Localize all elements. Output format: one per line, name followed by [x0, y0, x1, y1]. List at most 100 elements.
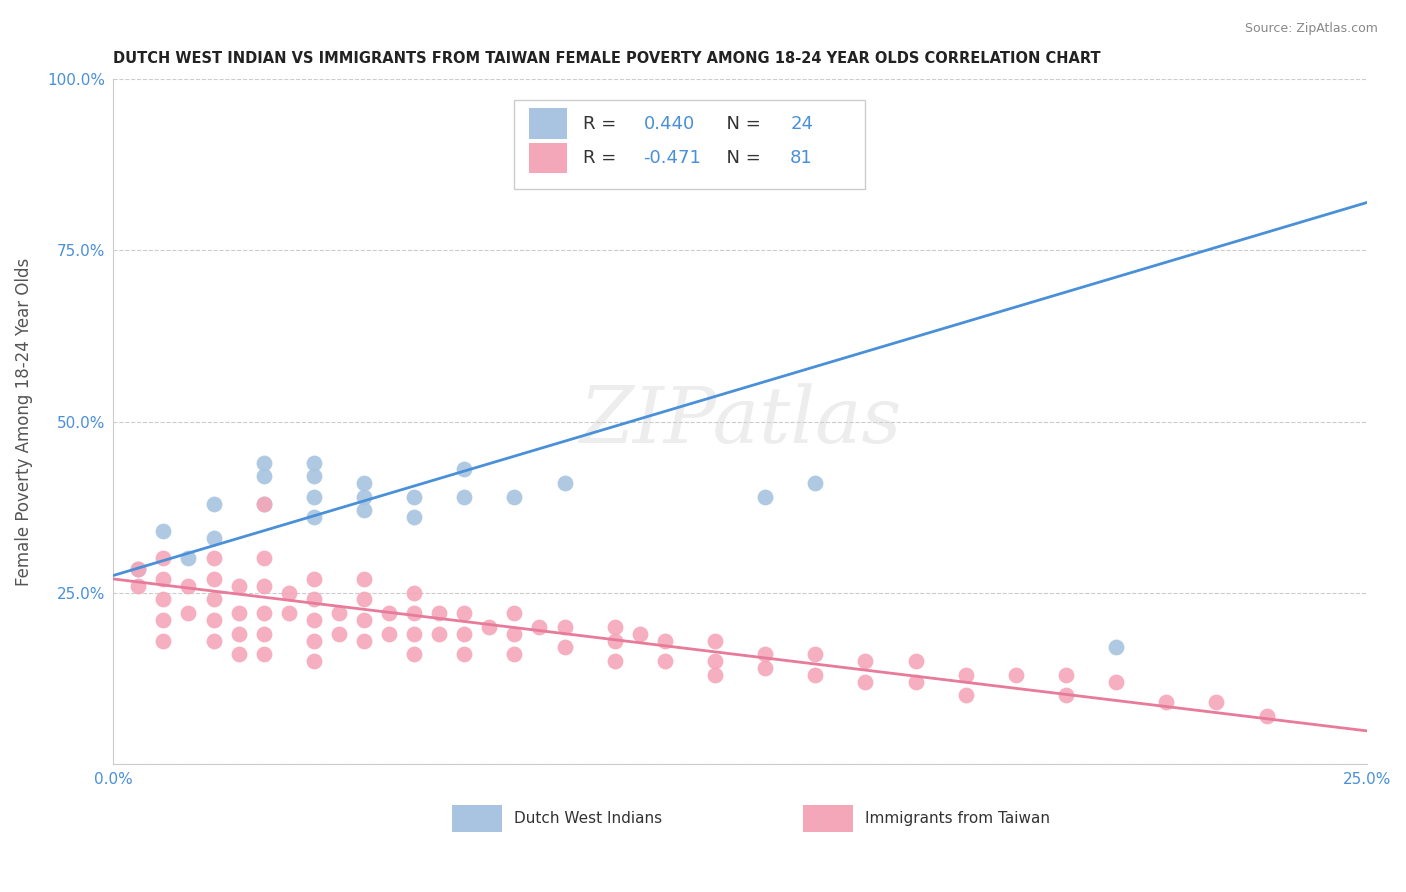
- Point: [554, 476, 576, 491]
- Point: [253, 626, 276, 640]
- Point: [1154, 695, 1177, 709]
- Point: [1105, 640, 1128, 655]
- Point: [202, 613, 225, 627]
- Point: [603, 654, 626, 668]
- Point: [503, 490, 526, 504]
- Text: 0.440: 0.440: [644, 115, 695, 133]
- Point: [127, 562, 149, 576]
- Point: [253, 579, 276, 593]
- Point: [353, 633, 375, 648]
- Text: R =: R =: [583, 115, 623, 133]
- Point: [453, 626, 475, 640]
- Point: [1256, 708, 1278, 723]
- Point: [253, 469, 276, 483]
- Text: -0.471: -0.471: [644, 149, 702, 167]
- Point: [529, 620, 551, 634]
- Point: [228, 579, 250, 593]
- Point: [754, 490, 776, 504]
- Bar: [803, 805, 853, 832]
- Point: [353, 490, 375, 504]
- Point: [277, 606, 299, 620]
- Point: [228, 626, 250, 640]
- Point: [904, 674, 927, 689]
- Point: [503, 606, 526, 620]
- Point: [253, 456, 276, 470]
- Point: [202, 572, 225, 586]
- Point: [754, 661, 776, 675]
- Point: [328, 626, 350, 640]
- Point: [302, 456, 325, 470]
- Point: [853, 674, 876, 689]
- Point: [1205, 695, 1227, 709]
- Point: [353, 476, 375, 491]
- Point: [302, 490, 325, 504]
- Point: [703, 633, 725, 648]
- Text: DUTCH WEST INDIAN VS IMMIGRANTS FROM TAIWAN FEMALE POVERTY AMONG 18-24 YEAR OLDS: DUTCH WEST INDIAN VS IMMIGRANTS FROM TAI…: [114, 51, 1101, 66]
- Point: [202, 633, 225, 648]
- Point: [427, 626, 450, 640]
- Point: [302, 633, 325, 648]
- Point: [202, 531, 225, 545]
- Point: [253, 497, 276, 511]
- Text: Immigrants from Taiwan: Immigrants from Taiwan: [865, 811, 1050, 826]
- Point: [127, 562, 149, 576]
- Point: [152, 572, 174, 586]
- Point: [202, 497, 225, 511]
- Point: [453, 462, 475, 476]
- Point: [353, 613, 375, 627]
- Point: [853, 654, 876, 668]
- Y-axis label: Female Poverty Among 18-24 Year Olds: Female Poverty Among 18-24 Year Olds: [15, 258, 32, 586]
- Text: Dutch West Indians: Dutch West Indians: [515, 811, 662, 826]
- Point: [202, 551, 225, 566]
- Point: [554, 620, 576, 634]
- Point: [378, 606, 401, 620]
- Point: [554, 640, 576, 655]
- Point: [353, 572, 375, 586]
- Point: [628, 626, 651, 640]
- Text: 81: 81: [790, 149, 813, 167]
- Point: [253, 647, 276, 661]
- Text: R =: R =: [583, 149, 623, 167]
- Point: [177, 551, 200, 566]
- Point: [503, 647, 526, 661]
- Text: 24: 24: [790, 115, 813, 133]
- Point: [302, 572, 325, 586]
- Point: [404, 585, 426, 599]
- Bar: [530, 109, 567, 139]
- Bar: [515, 100, 865, 189]
- Point: [253, 497, 276, 511]
- Point: [1054, 667, 1077, 681]
- Point: [453, 606, 475, 620]
- Point: [177, 579, 200, 593]
- Point: [328, 606, 350, 620]
- Point: [202, 592, 225, 607]
- Point: [453, 490, 475, 504]
- Point: [703, 654, 725, 668]
- Point: [378, 626, 401, 640]
- Bar: [530, 143, 567, 173]
- Point: [804, 647, 827, 661]
- Point: [302, 510, 325, 524]
- Point: [503, 626, 526, 640]
- Point: [703, 667, 725, 681]
- Point: [228, 606, 250, 620]
- Text: ZIPatlas: ZIPatlas: [579, 384, 901, 459]
- Point: [404, 510, 426, 524]
- Point: [152, 613, 174, 627]
- Point: [654, 633, 676, 648]
- Point: [302, 469, 325, 483]
- Point: [152, 551, 174, 566]
- Point: [302, 592, 325, 607]
- Point: [353, 503, 375, 517]
- Point: [152, 633, 174, 648]
- Point: [253, 606, 276, 620]
- Bar: [451, 805, 502, 832]
- Point: [1004, 667, 1026, 681]
- Point: [453, 647, 475, 661]
- Text: N =: N =: [714, 149, 766, 167]
- Point: [302, 613, 325, 627]
- Point: [152, 524, 174, 538]
- Point: [302, 654, 325, 668]
- Point: [1105, 674, 1128, 689]
- Point: [253, 551, 276, 566]
